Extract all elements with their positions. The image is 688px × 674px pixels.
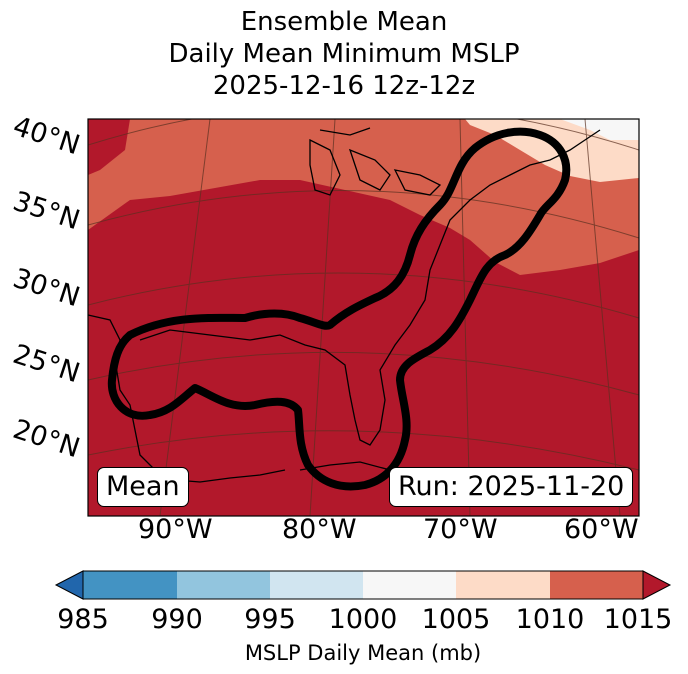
colorbar-over-triangle: [642, 570, 672, 600]
colorbar-under-triangle: [54, 570, 84, 600]
colorbar-tick-990: 990: [151, 604, 203, 635]
colorbar-tick-985: 985: [57, 604, 109, 635]
colorbar-label: MSLP Daily Mean (mb): [244, 641, 482, 665]
colorbar-bin-1005-1010: [456, 571, 550, 599]
lon-label-90: 90°W: [138, 514, 213, 545]
map-frame: [87, 118, 640, 517]
title-line-1: Ensemble Mean: [240, 7, 448, 37]
colorbar-bin-1000-1005: [363, 571, 456, 599]
colorbar-bin-990-995: [177, 571, 270, 599]
colorbar-bin-1010-1015: [550, 571, 643, 599]
mslp-1015-region: [88, 180, 639, 516]
lon-label-60: 60°W: [564, 514, 639, 545]
title-line-2: Daily Mean Minimum MSLP: [168, 39, 520, 69]
colorbar: [54, 570, 672, 600]
mean-box-label: Mean: [97, 467, 189, 507]
lon-label-70: 70°W: [423, 514, 498, 545]
colorbar-tick-1010: 1010: [515, 604, 585, 635]
pressure-contour: [107, 127, 571, 491]
mslp-1015-west-patch: [88, 119, 130, 175]
colorbar-tick-995: 995: [244, 604, 296, 635]
chart-title: Ensemble Mean Daily Mean Minimum MSLP 20…: [0, 6, 688, 102]
colorbar-bin-985-990: [83, 571, 177, 599]
colorbar-tick-1005: 1005: [421, 604, 491, 635]
run-date-box-label: Run: 2025-11-20: [389, 467, 634, 507]
colorbar-bin-995-1000: [270, 571, 363, 599]
mslp-1000-region: [560, 119, 639, 140]
colorbar-tick-1000: 1000: [328, 604, 398, 635]
lon-label-80: 80°W: [282, 514, 357, 545]
pressure-field: [88, 119, 639, 516]
colorbar-tick-1015: 1015: [603, 604, 673, 635]
title-line-3: 2025-12-16 12z-12z: [212, 71, 476, 101]
